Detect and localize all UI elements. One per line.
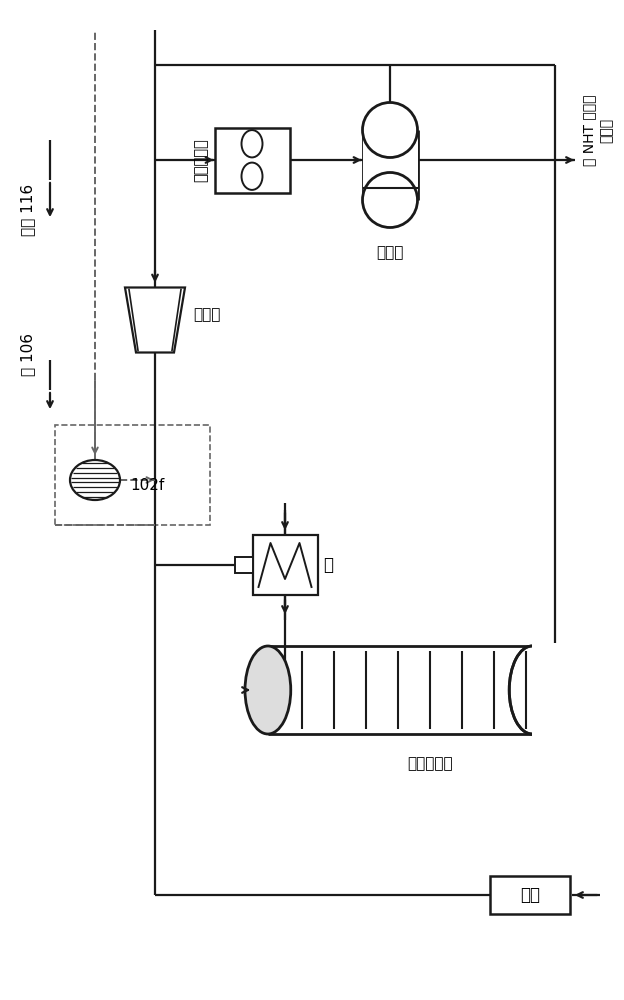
- Ellipse shape: [363, 172, 417, 228]
- Polygon shape: [125, 288, 185, 353]
- Ellipse shape: [363, 103, 417, 157]
- Text: 来自 116: 来自 116: [21, 184, 36, 236]
- Polygon shape: [532, 644, 560, 736]
- Text: 空气冷却器: 空气冷却器: [193, 138, 208, 182]
- Text: 进料: 进料: [520, 886, 540, 904]
- Bar: [55, 425, 210, 525]
- Bar: [253, 535, 318, 595]
- Text: 炉: 炉: [323, 556, 333, 574]
- Text: 压缩机: 压缩机: [193, 308, 220, 322]
- Ellipse shape: [70, 460, 120, 500]
- Ellipse shape: [509, 646, 555, 734]
- Polygon shape: [532, 643, 561, 737]
- Text: 102f: 102f: [130, 478, 164, 492]
- Text: 至 106: 至 106: [21, 334, 36, 376]
- Text: 分离器: 分离器: [376, 245, 404, 260]
- Bar: [215, 127, 290, 192]
- FancyBboxPatch shape: [490, 876, 570, 914]
- Text: 加氢处理器: 加氢处理器: [407, 756, 453, 771]
- Text: 到 NHT 汽提塔
的进料: 到 NHT 汽提塔 的进料: [582, 94, 613, 166]
- Bar: [235, 557, 253, 573]
- Ellipse shape: [245, 646, 291, 734]
- Polygon shape: [268, 646, 532, 734]
- Polygon shape: [363, 130, 417, 200]
